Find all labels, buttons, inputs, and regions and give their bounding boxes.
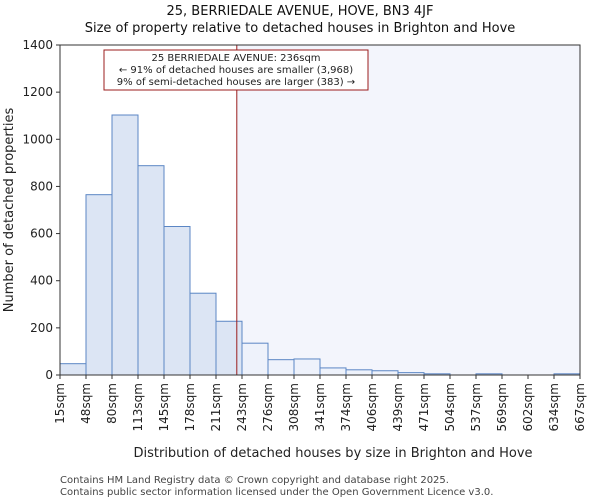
- x-tick-label: 471sqm: [417, 383, 431, 431]
- plot-bg-highlight: [236, 45, 581, 375]
- y-tick-label: 600: [30, 227, 53, 241]
- x-tick-label: 406sqm: [365, 383, 379, 431]
- x-tick-label: 15sqm: [53, 383, 67, 424]
- x-tick-label: 374sqm: [339, 383, 353, 431]
- x-tick-label: 80sqm: [105, 383, 119, 424]
- x-tick-label: 48sqm: [79, 383, 93, 424]
- bar-178sqm: [189, 292, 217, 376]
- bar-211sqm: [215, 320, 243, 376]
- y-tick-label: 1200: [22, 85, 53, 99]
- x-tick-label: 113sqm: [131, 383, 145, 431]
- y-tick-label: 1000: [22, 132, 53, 146]
- bar-15sqm: [59, 363, 87, 376]
- y-axis-label: Number of detached properties: [2, 108, 17, 313]
- annotation-line3: 9% of semi-detached houses are larger (3…: [117, 77, 355, 88]
- x-axis-label: Distribution of detached houses by size …: [133, 446, 532, 461]
- y-tick-label: 800: [30, 179, 53, 193]
- bar-374sqm: [345, 369, 373, 376]
- x-tick-label: 341sqm: [313, 383, 327, 431]
- footer-line2: Contains public sector information licen…: [60, 487, 493, 498]
- x-tick-label: 308sqm: [287, 383, 301, 431]
- y-tick-label: 1400: [22, 38, 53, 52]
- chart-subtitle: Size of property relative to detached ho…: [85, 21, 516, 36]
- y-tick-label: 400: [30, 274, 53, 288]
- x-tick-label: 667sqm: [573, 383, 587, 431]
- x-tick-label: 602sqm: [521, 383, 535, 431]
- x-tick-label: 145sqm: [157, 383, 171, 431]
- x-tick-label: 537sqm: [469, 383, 483, 431]
- chart-title: 25, BERRIEDALE AVENUE, HOVE, BN3 4JF: [167, 4, 434, 19]
- bar-341sqm: [319, 367, 347, 376]
- bar-308sqm: [293, 358, 321, 376]
- annotation-line2: ← 91% of detached houses are smaller (3,…: [119, 65, 353, 76]
- plot-area: 0 200 400 600 800 1000 1200 1400 15sqm 48sqm 80sq…: [22, 38, 587, 431]
- bar-145sqm: [163, 226, 191, 376]
- x-tick-label: 439sqm: [391, 383, 405, 431]
- x-tick-label: 276sqm: [261, 383, 275, 431]
- bars: [59, 114, 581, 376]
- bar-113sqm: [137, 165, 165, 376]
- x-tick-label: 569sqm: [495, 383, 509, 431]
- annotation-box: 25 BERRIEDALE AVENUE: 236sqm ← 91% of de…: [103, 49, 369, 91]
- x-tick-label: 178sqm: [183, 383, 197, 431]
- bar-276sqm: [267, 359, 295, 376]
- x-tick-label: 211sqm: [209, 383, 223, 431]
- annotation-line1: 25 BERRIEDALE AVENUE: 236sqm: [151, 53, 320, 64]
- x-tick-label: 243sqm: [235, 383, 249, 431]
- bar-48sqm: [85, 194, 113, 376]
- y-tick-label: 200: [30, 321, 53, 335]
- bar-80sqm: [111, 114, 139, 376]
- y-axis-ticks: 0 200 400 600 800 1000 1200 1400: [22, 38, 60, 382]
- x-tick-label: 634sqm: [547, 383, 561, 431]
- bar-406sqm: [371, 370, 399, 376]
- bar-243sqm: [241, 342, 269, 376]
- x-axis-ticks: 15sqm 48sqm 80sqm 113sqm 145sqm 178sqm 211sqm 2…: [53, 375, 587, 431]
- y-tick-label: 0: [45, 368, 53, 382]
- annotation-border: [103, 49, 369, 91]
- footer-line1: Contains HM Land Registry data © Crown c…: [60, 475, 449, 486]
- x-tick-label: 504sqm: [443, 383, 457, 431]
